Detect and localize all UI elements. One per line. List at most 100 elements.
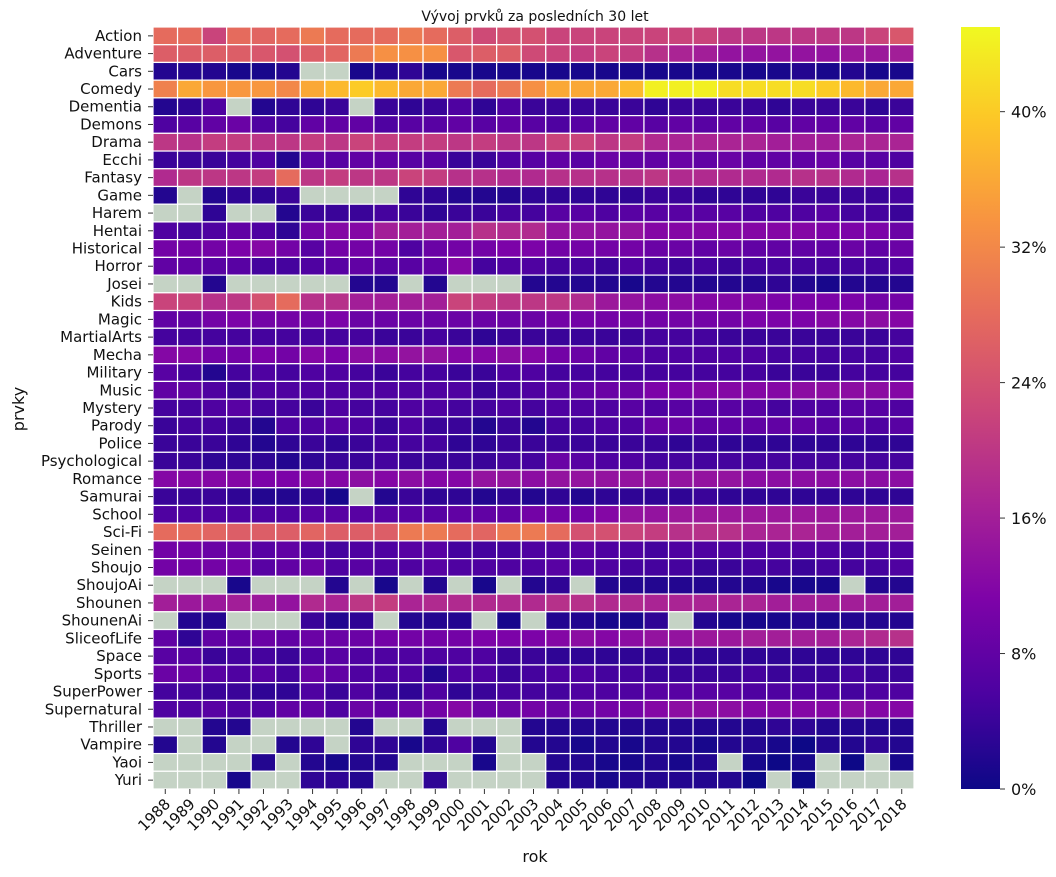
heatmap-cell: [152, 309, 179, 329]
heatmap-cell: [643, 558, 670, 577]
heatmap-cell: [717, 717, 743, 737]
heatmap-cell: [864, 558, 891, 577]
heatmap-cell: [446, 522, 473, 542]
heatmap-cell: [692, 221, 719, 241]
heatmap-cell: [815, 540, 841, 560]
heatmap-cell: [422, 469, 449, 489]
heatmap-cell: [618, 416, 645, 436]
heatmap-cell: [888, 469, 915, 489]
heatmap-cell: [839, 79, 866, 99]
heatmap-cell: [226, 433, 252, 453]
heatmap-cell: [545, 628, 571, 648]
heatmap-cell: [717, 221, 743, 241]
heatmap-cell: [446, 168, 473, 188]
heatmap-cell: [275, 345, 301, 365]
heatmap-cell: [815, 132, 841, 152]
heatmap-cell: [667, 274, 694, 294]
heatmap-cell: [201, 398, 228, 418]
heatmap-cell: [667, 752, 694, 772]
heatmap-cell: [226, 115, 252, 134]
heatmap-cell: [569, 79, 596, 99]
heatmap-cell: [397, 274, 424, 294]
heatmap-cell: [741, 487, 768, 507]
heatmap-cell: [250, 628, 277, 648]
heatmap-cell: [201, 203, 228, 223]
heatmap-cell: [741, 221, 768, 241]
y-tick-label: Yuri: [114, 771, 142, 789]
heatmap-cell: [815, 451, 841, 471]
heatmap-cell: [594, 292, 621, 312]
heatmap-cell: [643, 646, 670, 666]
heatmap-cell: [201, 132, 228, 152]
heatmap-cell: [397, 309, 424, 329]
heatmap-cell: [790, 363, 817, 383]
heatmap-cell: [496, 469, 522, 489]
heatmap-cell: [594, 752, 621, 772]
heatmap-cell: [422, 504, 449, 524]
heatmap-cell: [226, 646, 252, 666]
heatmap-cell: [176, 522, 203, 542]
heatmap-cell: [348, 309, 375, 329]
heatmap-cell: [569, 593, 596, 613]
heatmap-cell: [864, 770, 891, 790]
heatmap-cell: [815, 558, 841, 577]
heatmap-cell: [888, 487, 915, 507]
y-tick-labels: ActionAdventureCarsComedyDementiaDemonsD…: [41, 27, 153, 789]
y-tick-label: Demons: [80, 115, 142, 133]
heatmap-cell: [397, 699, 424, 719]
heatmap-cell: [717, 239, 743, 258]
heatmap-cell: [741, 61, 768, 81]
heatmap-cell: [618, 398, 645, 418]
heatmap-cell: [520, 61, 547, 81]
heatmap-cell: [888, 593, 915, 613]
heatmap-cell: [643, 256, 670, 276]
heatmap-cell: [815, 203, 841, 223]
heatmap-cell: [864, 717, 891, 737]
heatmap-cell: [717, 628, 743, 648]
heatmap-cell: [446, 150, 473, 170]
heatmap-cell: [790, 44, 817, 64]
heatmap-cell: [275, 416, 301, 436]
heatmap-cell: [667, 150, 694, 170]
heatmap-cell: [275, 770, 301, 790]
heatmap-cell: [250, 646, 277, 666]
heatmap-cell: [618, 203, 645, 223]
heatmap-cell: [471, 132, 498, 152]
heatmap-cell: [348, 79, 375, 99]
heatmap-cell: [692, 735, 719, 755]
heatmap-cell: [864, 611, 891, 631]
heatmap-cell: [152, 132, 179, 152]
heatmap-cell: [569, 115, 596, 134]
heatmap-cell: [348, 256, 375, 276]
heatmap-cell: [815, 221, 841, 241]
y-tick-label: Mystery: [82, 399, 142, 417]
heatmap-cell: [348, 540, 375, 560]
heatmap-cell: [888, 575, 915, 595]
heatmap-cell: [299, 309, 326, 329]
heatmap-cell: [618, 97, 645, 117]
heatmap-cell: [324, 150, 350, 170]
heatmap-cell: [446, 682, 473, 701]
heatmap-cell: [176, 699, 203, 719]
heatmap-cell: [790, 345, 817, 365]
heatmap-cell: [299, 487, 326, 507]
heatmap-cell: [422, 699, 449, 719]
heatmap-cell: [250, 26, 277, 46]
heatmap-cell: [766, 150, 792, 170]
heatmap-cell: [446, 61, 473, 81]
heatmap-cell: [520, 593, 547, 613]
heatmap-cell: [496, 558, 522, 577]
heatmap-cell: [839, 717, 866, 737]
heatmap-cell: [545, 132, 571, 152]
heatmap-cell: [152, 487, 179, 507]
heatmap-cell: [275, 522, 301, 542]
heatmap-cell: [520, 398, 547, 418]
y-tick-label: Josei: [106, 275, 142, 293]
heatmap-cell: [569, 132, 596, 152]
heatmap-cell: [201, 345, 228, 365]
heatmap-cell: [569, 221, 596, 241]
heatmap-cell: [888, 522, 915, 542]
heatmap-cell: [201, 239, 228, 258]
heatmap-cell: [496, 327, 522, 347]
heatmap-cell: [594, 256, 621, 276]
